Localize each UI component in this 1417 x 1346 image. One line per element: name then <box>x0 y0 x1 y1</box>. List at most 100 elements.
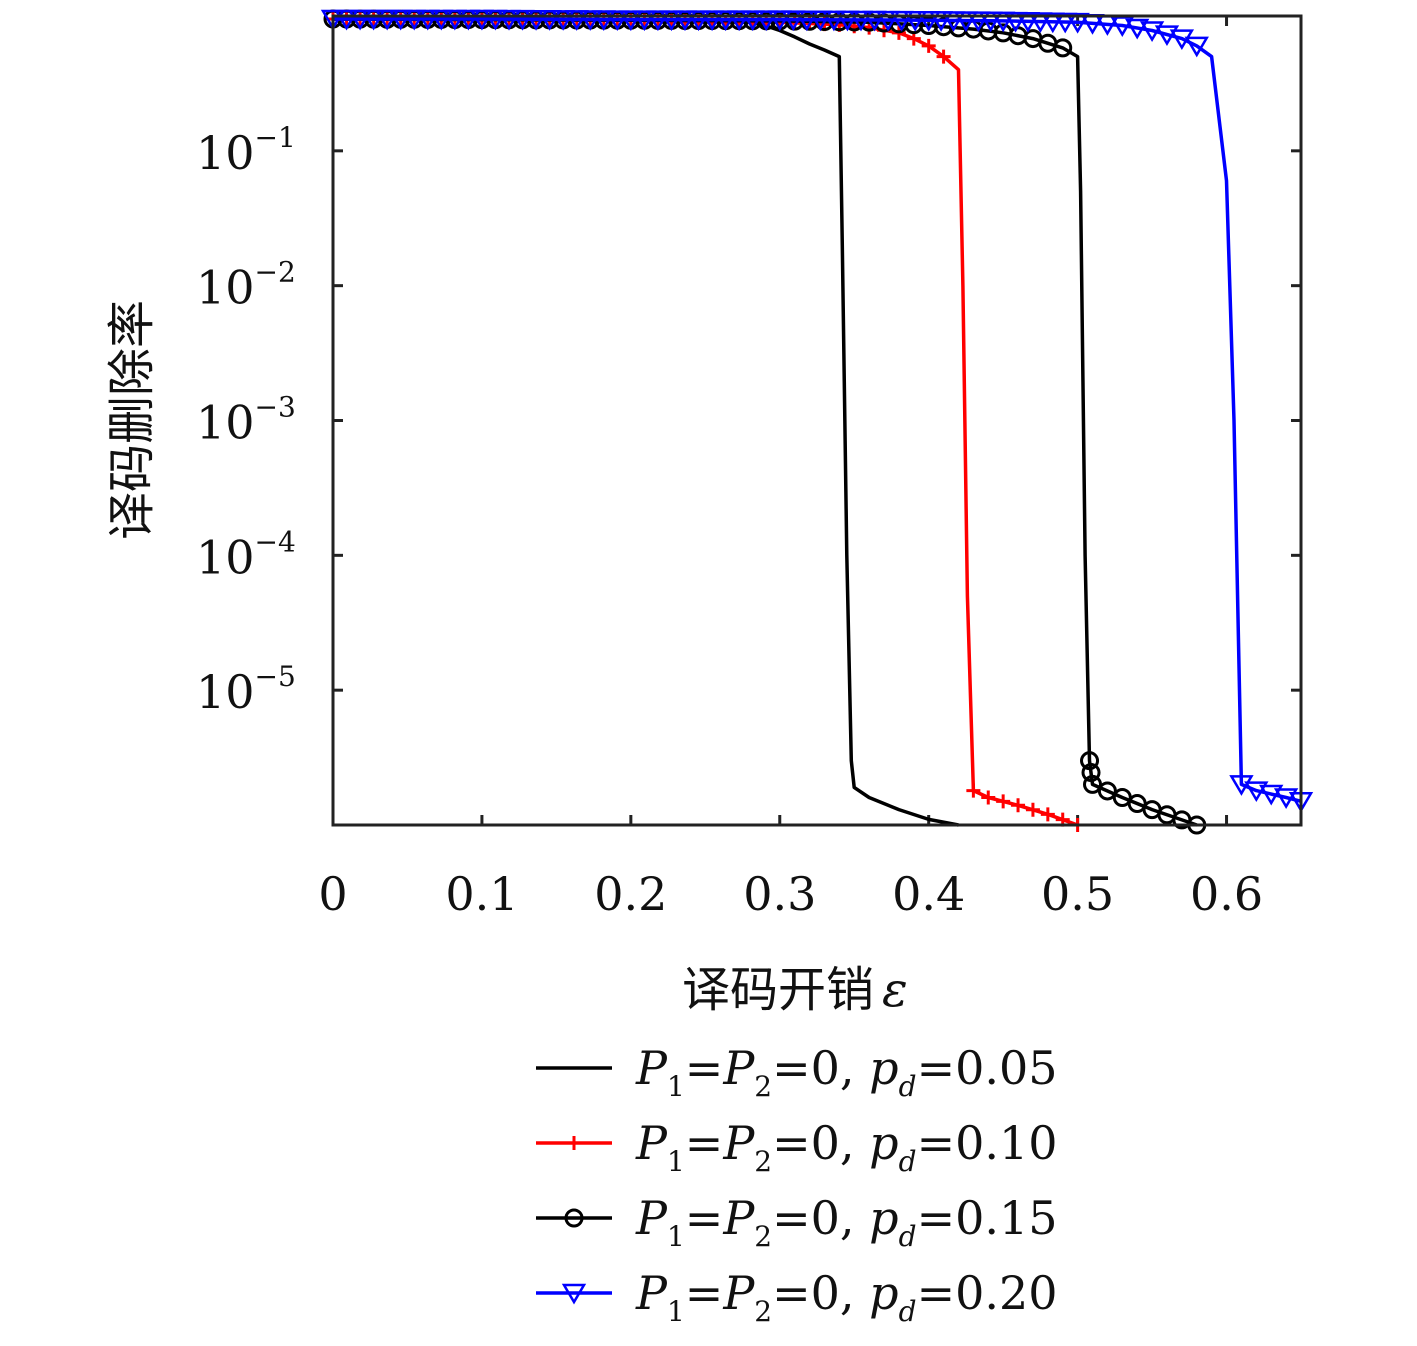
series-point <box>361 9 386 31</box>
series-point <box>686 10 711 32</box>
x-tick-label: 0.2 <box>594 867 667 921</box>
series-point <box>605 10 630 32</box>
series-point <box>591 10 616 31</box>
series-point <box>564 10 589 31</box>
series-point <box>953 11 979 33</box>
x-tick-label: 0.1 <box>445 867 518 921</box>
series-point <box>990 11 1016 33</box>
y-tick-label: 10−3 <box>196 391 296 450</box>
series-point <box>941 11 966 32</box>
series-point <box>645 10 671 32</box>
series-point <box>1081 763 1101 783</box>
series-point <box>889 10 914 32</box>
series-point <box>1259 784 1284 806</box>
series-point <box>1011 798 1026 813</box>
series-point <box>1244 781 1269 803</box>
series-point <box>808 10 833 32</box>
axis-ticks <box>331 16 1301 825</box>
series-point <box>1124 18 1150 40</box>
series-line <box>332 17 1198 827</box>
series-point <box>1015 12 1041 33</box>
series <box>326 12 1085 832</box>
series-point <box>510 9 535 31</box>
series-point <box>848 10 874 32</box>
series-layer <box>320 9 1314 835</box>
y-tick-label: 10−1 <box>196 121 296 180</box>
series-point <box>713 10 738 32</box>
y-tick-labels: 10−1 10−2 10−3 10−4 10−5 <box>196 121 296 719</box>
x-axis-title-text: 译码开销 <box>682 962 874 1018</box>
x-tick-label: 0.5 <box>1041 867 1114 921</box>
series-point <box>523 9 549 31</box>
plot-frame <box>331 14 1303 827</box>
legend-label: P1=P2=0, pd=0.15 <box>635 1191 1058 1253</box>
series-point <box>442 9 468 31</box>
series-point <box>981 790 996 805</box>
x-tick-label: 0.3 <box>743 867 816 921</box>
series-point <box>966 783 981 798</box>
series-point <box>659 10 684 32</box>
series-point <box>996 794 1011 809</box>
series-point <box>916 10 941 32</box>
series-point <box>1065 12 1090 34</box>
x-tick-labels: 0 0.1 0.2 0.3 0.4 0.5 0.6 <box>318 867 1263 921</box>
series-point <box>1273 788 1299 809</box>
series-point <box>699 10 725 32</box>
series-point <box>781 10 806 32</box>
series-point <box>415 9 440 31</box>
legend-label: P1=P2=0, pd=0.20 <box>635 1266 1058 1328</box>
series-point <box>875 10 901 32</box>
series-point <box>1053 12 1078 34</box>
series-point <box>1040 807 1055 822</box>
x-tick-label: 0.6 <box>1190 867 1263 921</box>
series-point <box>1184 36 1209 58</box>
series-point <box>921 38 936 53</box>
series-point <box>1154 25 1180 47</box>
series-point <box>618 10 644 32</box>
series-point <box>1003 11 1028 33</box>
series-point <box>374 9 400 31</box>
y-tick-label: 10−5 <box>196 660 296 719</box>
series-point <box>632 10 657 32</box>
x-axis-title: 译码开销 ε <box>682 962 908 1018</box>
legend-entry: P1=P2=0, pd=0.10 <box>536 1116 1058 1178</box>
legend-entry: P1=P2=0, pd=0.20 <box>536 1266 1058 1328</box>
series-point <box>1139 21 1165 43</box>
series-point <box>456 9 481 31</box>
series-point <box>496 9 522 31</box>
legend-entry: P1=P2=0, pd=0.05 <box>536 1041 1058 1103</box>
series-line <box>332 17 959 827</box>
series-line <box>333 17 1302 803</box>
series-point <box>320 9 346 31</box>
series-point <box>740 10 765 32</box>
series-point <box>794 10 820 32</box>
series-point <box>334 9 359 31</box>
series-point <box>936 49 951 64</box>
series-point <box>402 9 427 31</box>
series-point <box>550 10 576 31</box>
series-point <box>1040 12 1065 34</box>
series-point <box>567 1136 581 1150</box>
series-point <box>821 10 847 32</box>
series-point <box>966 11 991 33</box>
series-point <box>537 10 562 31</box>
x-tick-label: 0 <box>318 867 347 921</box>
legend-label: P1=P2=0, pd=0.05 <box>635 1041 1058 1103</box>
series-point <box>429 9 454 31</box>
plot-border <box>331 14 1303 827</box>
series-point <box>469 9 495 31</box>
y-tick-label: 10−4 <box>196 525 296 584</box>
series <box>320 9 1314 813</box>
x-tick-label: 0.4 <box>892 867 965 921</box>
y-axis-title: 译码删除率 <box>104 300 160 540</box>
series-point <box>1080 751 1100 771</box>
series-point <box>1053 38 1073 58</box>
series-point <box>862 10 887 32</box>
y-tick-label: 10−2 <box>196 256 296 315</box>
series-point <box>754 10 779 32</box>
series-point <box>835 10 860 32</box>
series-point <box>561 1283 587 1305</box>
series-line <box>332 17 1079 827</box>
legend: P1=P2=0, pd=0.05 P1=P2=0, pd=0.10 P1=P2=0,… <box>536 1041 1058 1328</box>
legend-label: P1=P2=0, pd=0.10 <box>635 1116 1058 1178</box>
